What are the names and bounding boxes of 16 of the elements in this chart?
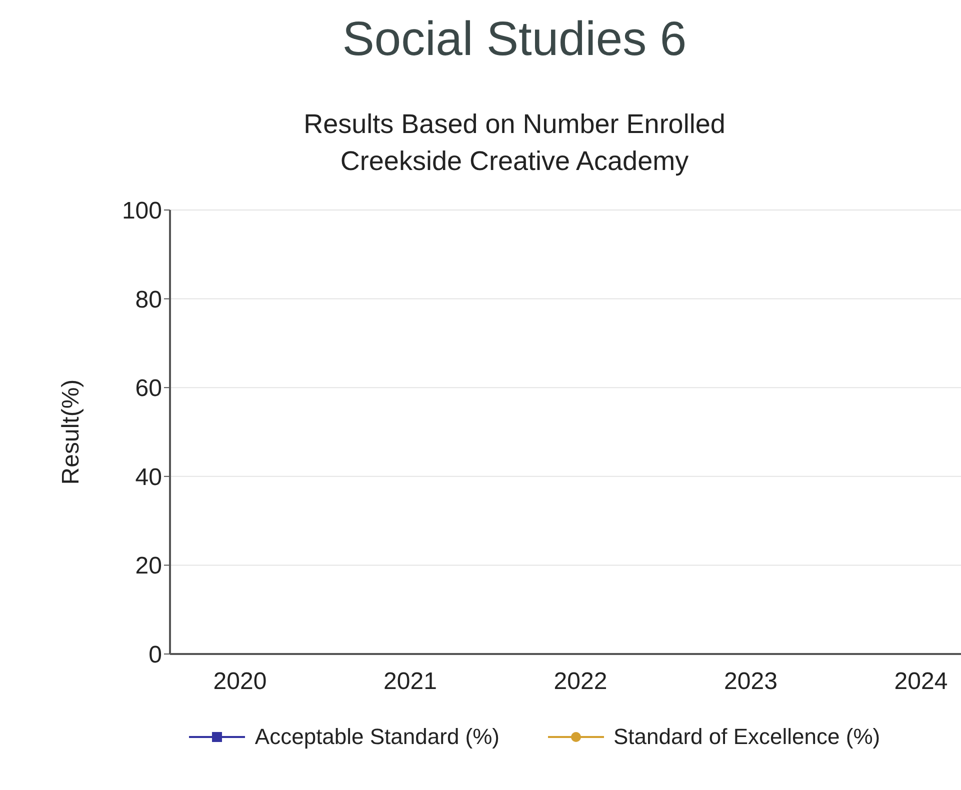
- y-tick-label: 100: [122, 198, 162, 225]
- y-tick-label: 20: [135, 552, 162, 580]
- legend-label: Acceptable Standard (%): [254, 724, 500, 750]
- y-tick-label: 60: [135, 375, 162, 402]
- x-tick-label: 2023: [724, 668, 778, 696]
- y-tick-label: 0: [148, 642, 162, 669]
- x-tick-label: 2024: [894, 668, 948, 696]
- x-tick-label: 2020: [213, 668, 267, 696]
- y-axis-title: Result(%): [58, 379, 85, 485]
- y-tick-label: 40: [135, 464, 162, 491]
- x-tick-label: 2022: [554, 668, 608, 696]
- chart-title: Social Studies 6: [341, 12, 688, 68]
- x-tick-label: 2021: [384, 668, 437, 696]
- y-tick-label: 80: [135, 286, 162, 314]
- legend-label: Standard of Excellence (%): [614, 724, 880, 750]
- chart-subtitle: Results Based on Number Enrolled Creekside Creative Academy: [302, 108, 726, 178]
